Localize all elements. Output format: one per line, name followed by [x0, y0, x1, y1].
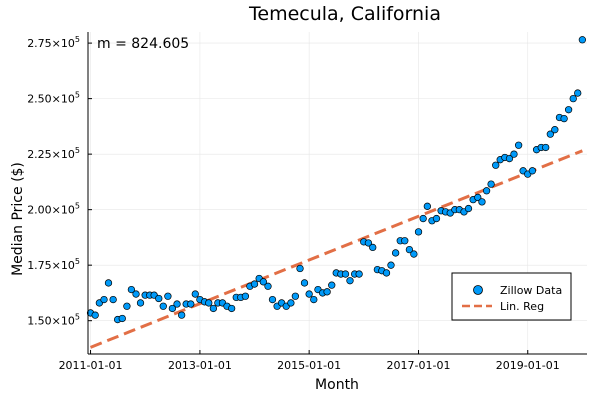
data-point: [564, 106, 573, 114]
y-axis-ticks: 1.50×105 1.75×105 2.00×105 2.25×105 2.50×105…: [27, 35, 92, 328]
data-point: [364, 239, 373, 247]
data-point: [560, 114, 568, 123]
data-point: [300, 279, 309, 287]
regression-line-group: [89, 149, 583, 349]
x-tick-label: 2017-01-01: [387, 359, 451, 372]
data-point: [391, 249, 400, 257]
x-axis-title: Month: [315, 377, 359, 393]
data-point: [323, 288, 331, 296]
axes: [87, 32, 587, 355]
x-tick-label: 2019-01-01: [496, 359, 560, 372]
data-point: [474, 193, 482, 202]
data-point: [173, 300, 181, 308]
data-point: [155, 294, 163, 303]
data-point: [127, 285, 136, 294]
data-point: [310, 295, 318, 304]
y-tick-label: 2.50×105: [27, 91, 80, 106]
data-point: [414, 228, 423, 236]
data-point: [410, 250, 418, 258]
y-tick-label: 1.50×105: [27, 313, 80, 328]
x-axis-ticks: 2011-01-01 2013-01-01 2015-01-01 2017-01-01…: [59, 350, 560, 372]
data-point: [387, 261, 395, 269]
data-point: [464, 204, 473, 213]
data-point: [341, 270, 350, 278]
legend-label-lin-reg: Lin. Reg: [500, 300, 544, 313]
data-point: [401, 237, 409, 245]
y-tick-label: 2.75×105: [27, 35, 80, 50]
data-point: [191, 290, 199, 298]
data-point: [209, 304, 218, 313]
data-point: [159, 302, 167, 310]
data-point: [419, 214, 427, 223]
y-tick-label: 1.75×105: [27, 257, 80, 272]
chart-title: Temecula, California: [248, 3, 441, 25]
x-tick-label: 2013-01-01: [168, 359, 232, 372]
data-point: [187, 300, 195, 308]
data-point: [100, 295, 108, 304]
data-point: [423, 202, 431, 210]
y-axis-title: Median Price ($): [10, 162, 26, 276]
data-point: [328, 281, 336, 289]
data-point: [136, 299, 145, 307]
slope-annotation: m = 824.605: [97, 36, 189, 52]
legend-box: [451, 272, 572, 321]
data-point: [104, 279, 113, 287]
data-point: [291, 292, 300, 300]
data-point: [578, 36, 587, 44]
y-tick-label: 2.00×105: [27, 202, 80, 217]
data-point: [109, 295, 117, 304]
data-point: [264, 282, 272, 290]
legend: Zillow Data Lin. Reg: [451, 272, 572, 321]
data-point: [164, 292, 172, 300]
data-point: [241, 292, 250, 300]
data-point: [268, 295, 277, 304]
data-point: [505, 154, 514, 163]
x-tick-label: 2015-01-01: [277, 359, 341, 372]
data-point: [569, 94, 577, 103]
data-point: [305, 290, 313, 298]
data-point: [287, 299, 295, 307]
data-point: [528, 167, 537, 175]
data-point: [542, 143, 550, 152]
data-point: [250, 280, 259, 288]
data-point: [227, 304, 236, 313]
data-point: [487, 180, 495, 188]
x-tick-label: 2011-01-01: [59, 359, 123, 372]
data-point: [91, 311, 99, 319]
data-point: [132, 290, 140, 298]
data-point: [118, 314, 126, 323]
data-point: [551, 126, 559, 134]
legend-marker-zillow-data: [473, 285, 483, 295]
data-point: [259, 278, 268, 286]
data-point: [369, 243, 377, 252]
data-point: [478, 198, 486, 206]
data-point: [574, 89, 582, 97]
data-point: [296, 264, 304, 273]
y-tick-label: 2.25×105: [27, 146, 80, 161]
data-point: [355, 270, 363, 278]
data-point: [510, 150, 518, 158]
data-point: [123, 302, 131, 310]
data-point: [514, 141, 523, 149]
data-point: [546, 130, 554, 138]
data-point: [382, 269, 391, 277]
regression-line: [89, 149, 583, 349]
data-point: [432, 214, 441, 223]
data-point: [346, 277, 354, 285]
data-point: [405, 245, 414, 254]
data-point: [492, 161, 500, 169]
scatter-points-group: [86, 36, 587, 324]
data-point: [168, 304, 177, 313]
data-point: [178, 311, 186, 319]
data-point: [482, 187, 491, 195]
legend-label-zillow-data: Zillow Data: [500, 284, 562, 297]
data-point: [205, 299, 213, 307]
